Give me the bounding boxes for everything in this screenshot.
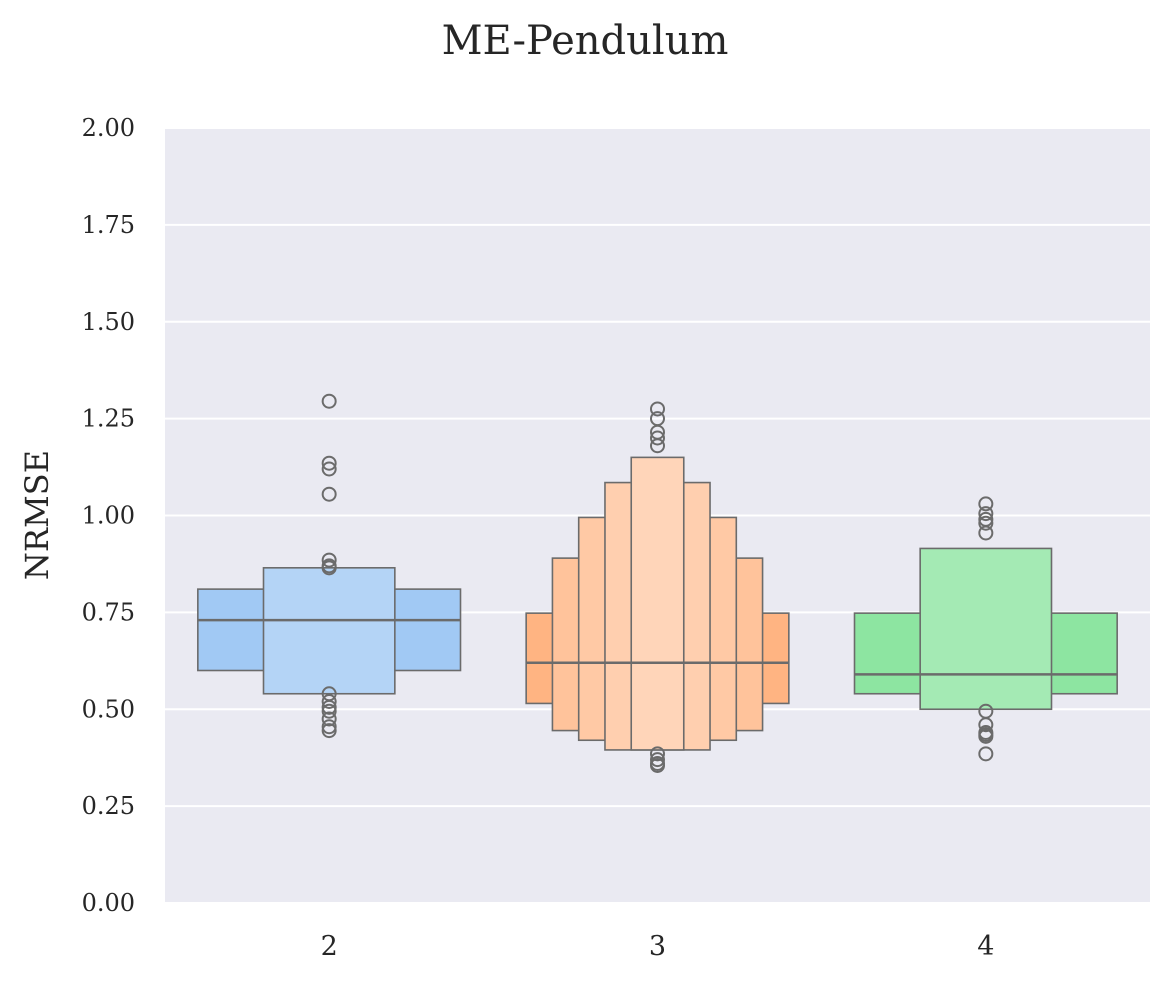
y-tick-labels: 0.00 0.25 0.50 0.75 1.00 1.25 1.50 1.75 2.00 <box>82 114 135 917</box>
boxen-group-2 <box>197 393 462 739</box>
outlier-point <box>978 496 994 512</box>
x-tick-labels: 2 3 4 <box>321 931 995 962</box>
outlier-point <box>978 506 994 522</box>
outlier-point <box>321 723 337 739</box>
boxen-group-3 <box>525 401 790 773</box>
outlier-point <box>321 486 337 502</box>
boxen-box-level-2 <box>262 567 396 695</box>
y-tick-label: 0.50 <box>82 695 135 723</box>
outlier-point <box>650 401 665 417</box>
x-tick-label: 4 <box>977 931 994 962</box>
outlier-point <box>321 719 337 735</box>
y-axis-label: NRMSE <box>18 450 56 580</box>
outlier-point <box>321 711 337 727</box>
outlier-point <box>650 752 665 768</box>
y-tick-label: 1.50 <box>82 308 135 336</box>
y-tick-label: 0.00 <box>82 889 135 917</box>
boxen-layer <box>197 393 1118 773</box>
chart-title: ME-Pendulum <box>442 18 729 64</box>
boxen-box-level-5 <box>630 456 685 751</box>
outlier-point <box>321 393 337 409</box>
outlier-point <box>321 461 337 477</box>
outlier-point <box>650 438 665 454</box>
outlier-point <box>650 757 665 773</box>
outlier-point <box>978 525 994 541</box>
x-tick-label: 2 <box>321 931 338 962</box>
outlier-point <box>650 430 665 446</box>
outlier-point <box>321 552 337 568</box>
outlier-point <box>978 515 994 531</box>
outlier-point <box>321 694 337 709</box>
boxen-group-4 <box>853 496 1118 762</box>
outlier-point <box>321 560 337 576</box>
y-tick-label: 1.25 <box>82 405 135 433</box>
y-tick-label: 1.00 <box>82 502 135 530</box>
outlier-point <box>978 717 994 733</box>
x-tick-label: 3 <box>649 931 666 962</box>
y-tick-label: 0.75 <box>82 598 135 626</box>
y-tick-label: 1.75 <box>82 211 135 239</box>
outlier-point <box>321 703 337 719</box>
outlier-point <box>321 699 337 715</box>
outlier-point <box>650 746 665 762</box>
outlier-point <box>978 746 994 762</box>
y-tick-label: 0.25 <box>82 792 135 820</box>
outlier-point <box>978 728 994 744</box>
outlier-point <box>321 455 337 471</box>
boxen-box-level-2 <box>919 547 1053 711</box>
y-tick-label: 2.00 <box>82 114 135 142</box>
